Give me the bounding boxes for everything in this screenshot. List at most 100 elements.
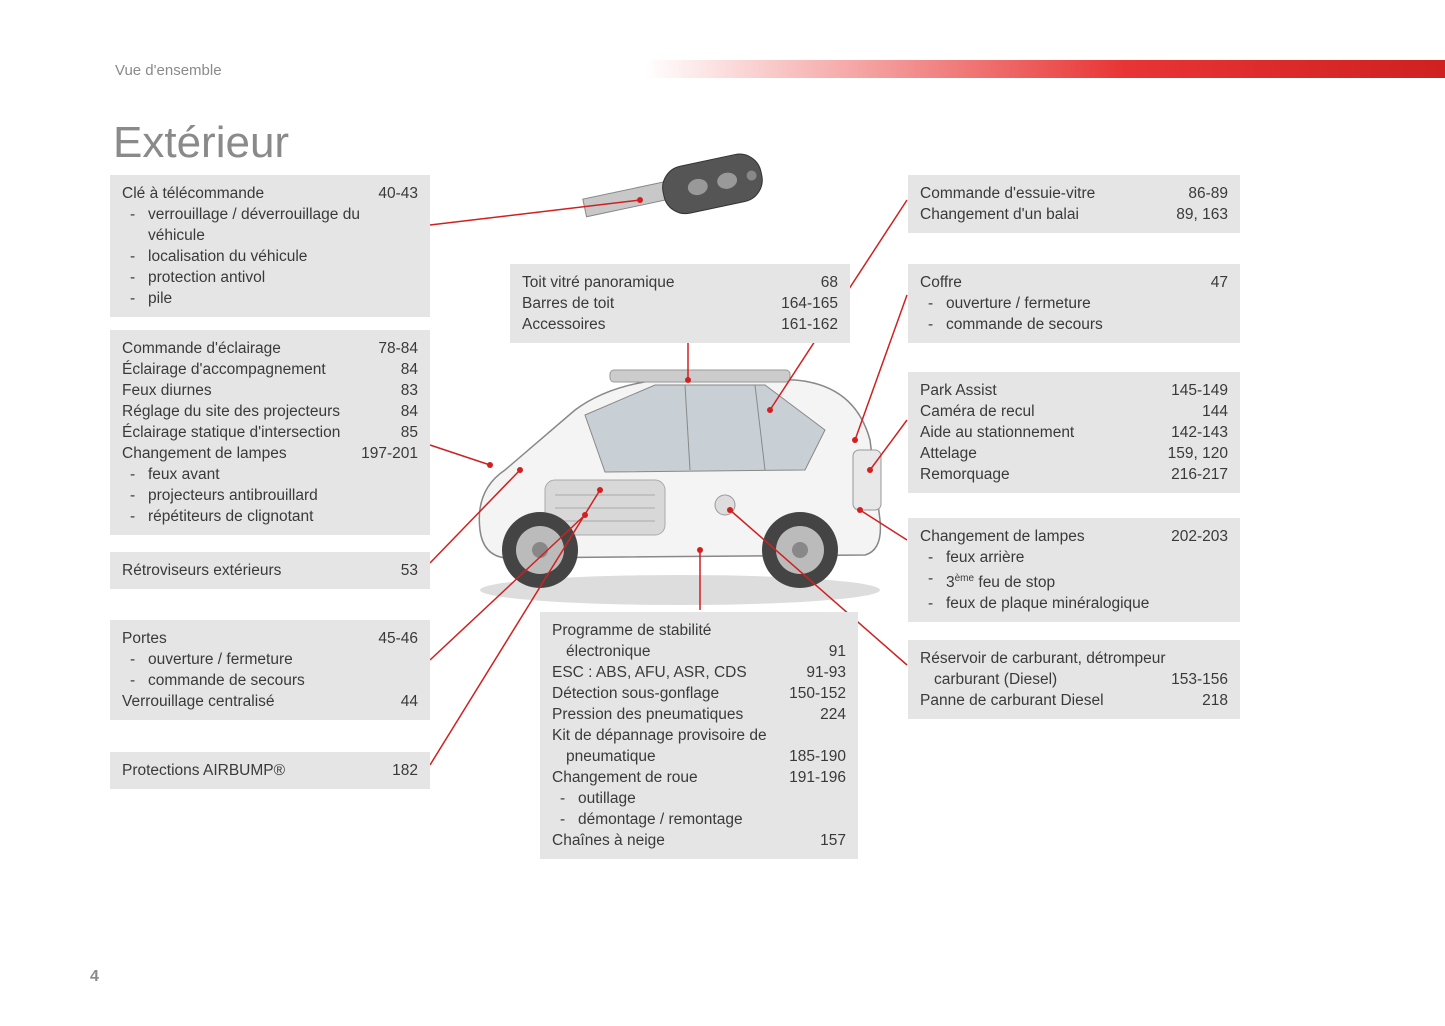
pages: 40-43 bbox=[378, 183, 418, 204]
key-fob-illustration bbox=[555, 140, 795, 260]
pages: 78-84 bbox=[378, 338, 418, 359]
sub-item: 3ème feu de stop bbox=[920, 568, 1228, 593]
label: Commande d'essuie-vitre bbox=[920, 183, 1188, 204]
box-rear-lamps: Changement de lampes202-203 feux arrière… bbox=[908, 518, 1240, 622]
pages: 202-203 bbox=[1171, 526, 1228, 547]
pages: 83 bbox=[401, 380, 418, 401]
pages: 197-201 bbox=[361, 443, 418, 464]
sub-item: ouverture / fermeture bbox=[122, 649, 418, 670]
pages: 91-93 bbox=[806, 662, 846, 683]
label: Rétroviseurs extérieurs bbox=[122, 560, 401, 581]
box-stability: Programme de stabilité électronique91 ES… bbox=[540, 612, 858, 859]
label: Commande d'éclairage bbox=[122, 338, 378, 359]
pages: 182 bbox=[392, 760, 418, 781]
sub-item: pile bbox=[122, 288, 418, 309]
label: ESC : ABS, AFU, ASR, CDS bbox=[552, 662, 806, 683]
box-wiper: Commande d'essuie-vitre86-89 Changement … bbox=[908, 175, 1240, 233]
pages: 153-156 bbox=[1171, 669, 1228, 690]
box-lighting: Commande d'éclairage78-84 Éclairage d'ac… bbox=[110, 330, 430, 535]
label: Changement de roue bbox=[552, 767, 789, 788]
box-boot: Coffre47 ouverture / fermeture commande … bbox=[908, 264, 1240, 343]
pages: 150-152 bbox=[789, 683, 846, 704]
pages: 47 bbox=[1211, 272, 1228, 293]
label: Pression des pneumatiques bbox=[552, 704, 820, 725]
label: Protections AIRBUMP® bbox=[122, 760, 392, 781]
label: Kit de dépannage provisoire de bbox=[552, 725, 846, 746]
label: Réservoir de carburant, détrompeur bbox=[920, 648, 1228, 669]
box-remote-key: Clé à télécommande40-43 verrouillage / d… bbox=[110, 175, 430, 317]
label: Park Assist bbox=[920, 380, 1171, 401]
label: Aide au stationnement bbox=[920, 422, 1171, 443]
sub-item: feux de plaque minéralogique bbox=[920, 593, 1228, 614]
pages: 44 bbox=[401, 691, 418, 712]
sub-item: projecteurs antibrouillard bbox=[122, 485, 418, 506]
box-doors: Portes45-46 ouverture / fermeture comman… bbox=[110, 620, 430, 720]
label: Éclairage statique d'intersection bbox=[122, 422, 401, 443]
label: Coffre bbox=[920, 272, 1211, 293]
pages: 218 bbox=[1202, 690, 1228, 711]
label: Attelage bbox=[920, 443, 1168, 464]
box-fuel: Réservoir de carburant, détrompeur carbu… bbox=[908, 640, 1240, 719]
sub-item: ouverture / fermeture bbox=[920, 293, 1228, 314]
box-roof: Toit vitré panoramique68 Barres de toit1… bbox=[510, 264, 850, 343]
page-title: Extérieur bbox=[113, 118, 289, 168]
sub-item: localisation du véhicule bbox=[122, 246, 418, 267]
label: Verrouillage centralisé bbox=[122, 691, 401, 712]
label: Toit vitré panoramique bbox=[522, 272, 821, 293]
sub-item: verrouillage / déverrouillage du véhicul… bbox=[122, 204, 418, 246]
pages: 84 bbox=[401, 401, 418, 422]
pages: 89, 163 bbox=[1176, 204, 1228, 225]
header-accent-band bbox=[645, 60, 1445, 78]
box-park-assist: Park Assist145-149 Caméra de recul144 Ai… bbox=[908, 372, 1240, 493]
pages: 145-149 bbox=[1171, 380, 1228, 401]
breadcrumb: Vue d'ensemble bbox=[115, 62, 222, 79]
label: Accessoires bbox=[522, 314, 781, 335]
pages: 86-89 bbox=[1188, 183, 1228, 204]
pages: 161-162 bbox=[781, 314, 838, 335]
label: Changement de lampes bbox=[122, 443, 361, 464]
label: Changement de lampes bbox=[920, 526, 1171, 547]
label: Barres de toit bbox=[522, 293, 781, 314]
pages: 224 bbox=[820, 704, 846, 725]
label: Éclairage d'accompagnement bbox=[122, 359, 401, 380]
label: Détection sous-gonflage bbox=[552, 683, 789, 704]
pages: 157 bbox=[820, 830, 846, 851]
pages: 91 bbox=[829, 641, 846, 662]
label: carburant (Diesel) bbox=[920, 669, 1171, 690]
pages: 142-143 bbox=[1171, 422, 1228, 443]
pages: 84 bbox=[401, 359, 418, 380]
label: Changement d'un balai bbox=[920, 204, 1176, 225]
label: Feux diurnes bbox=[122, 380, 401, 401]
label: pneumatique bbox=[552, 746, 789, 767]
label: Chaînes à neige bbox=[552, 830, 820, 851]
label: Portes bbox=[122, 628, 378, 649]
pages: 144 bbox=[1202, 401, 1228, 422]
label: Caméra de recul bbox=[920, 401, 1202, 422]
pages: 53 bbox=[401, 560, 418, 581]
box-mirrors: Rétroviseurs extérieurs53 bbox=[110, 552, 430, 589]
pages: 85 bbox=[401, 422, 418, 443]
pages: 68 bbox=[821, 272, 838, 293]
pages: 216-217 bbox=[1171, 464, 1228, 485]
sub-item: feux avant bbox=[122, 464, 418, 485]
sub-item: commande de secours bbox=[920, 314, 1228, 335]
sub-item: démontage / remontage bbox=[552, 809, 846, 830]
label: Remorquage bbox=[920, 464, 1171, 485]
page-number: 4 bbox=[90, 968, 99, 986]
sub-item: protection antivol bbox=[122, 267, 418, 288]
pages: 45-46 bbox=[378, 628, 418, 649]
sub-item: outillage bbox=[552, 788, 846, 809]
sub-item: commande de secours bbox=[122, 670, 418, 691]
label: Réglage du site des projecteurs bbox=[122, 401, 401, 422]
pages: 185-190 bbox=[789, 746, 846, 767]
pages: 191-196 bbox=[789, 767, 846, 788]
sub-item: feux arrière bbox=[920, 547, 1228, 568]
label: Clé à télécommande bbox=[122, 183, 378, 204]
label: Programme de stabilité bbox=[552, 620, 846, 641]
label: Panne de carburant Diesel bbox=[920, 690, 1202, 711]
pages: 164-165 bbox=[781, 293, 838, 314]
label: électronique bbox=[552, 641, 829, 662]
pages: 159, 120 bbox=[1168, 443, 1228, 464]
sub-item: répétiteurs de clignotant bbox=[122, 506, 418, 527]
box-airbump: Protections AIRBUMP®182 bbox=[110, 752, 430, 789]
